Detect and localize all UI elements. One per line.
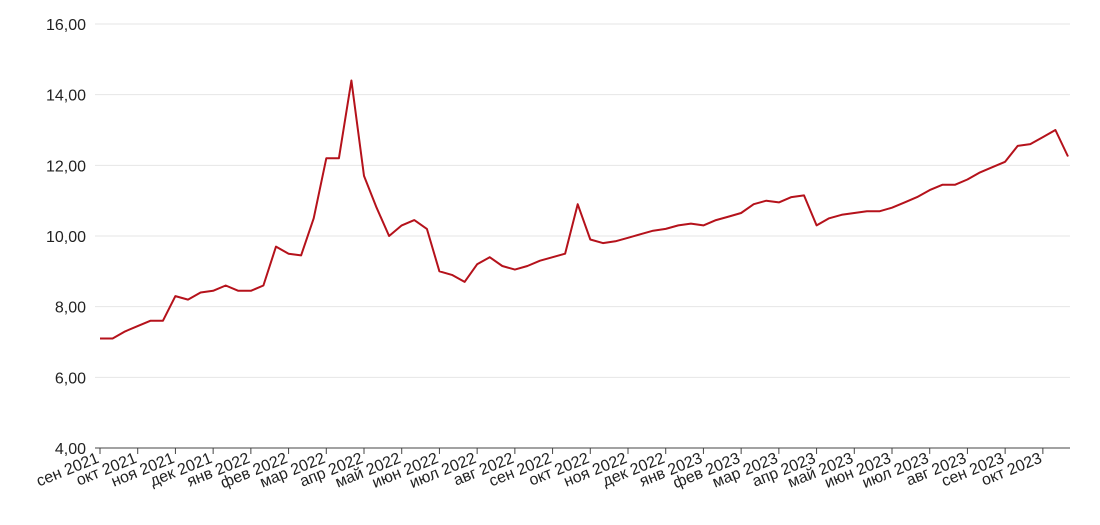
line-series — [100, 79, 1069, 340]
y-tick-label: 8,00 — [55, 300, 86, 317]
y-tick-label: 6,00 — [55, 370, 86, 387]
y-tick-label: 16,00 — [46, 17, 86, 34]
y-tick-label: 10,00 — [46, 229, 86, 246]
y-tick-label: 12,00 — [46, 158, 86, 175]
y-tick-label: 14,00 — [46, 88, 86, 105]
y-tick-label: 4,00 — [55, 441, 86, 458]
